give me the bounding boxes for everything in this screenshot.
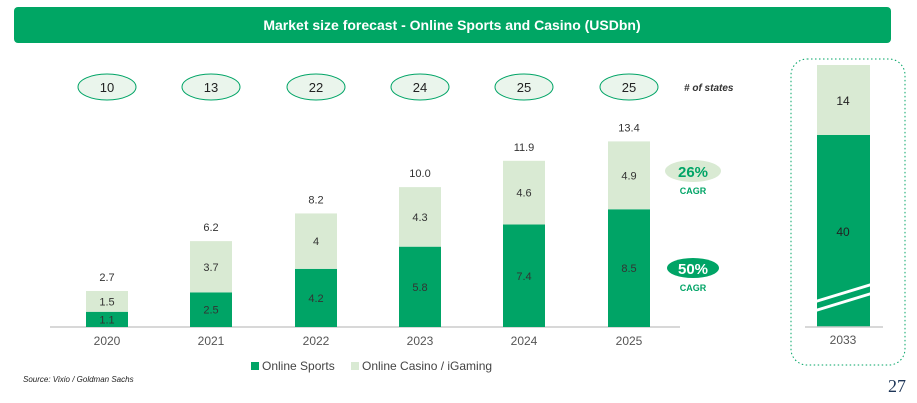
x-tick-label: 2021 — [198, 334, 225, 348]
cagr-casino-label: CAGR — [680, 186, 707, 196]
forecast-casino-label: 14 — [836, 94, 850, 108]
total-label: 13.4 — [618, 122, 639, 134]
data-label-sports: 8.5 — [621, 263, 636, 275]
cagr-sports-oval — [667, 258, 719, 278]
axis-break-icon — [813, 282, 874, 313]
data-label-sports: 7.4 — [516, 271, 531, 283]
legend: Online Sports Online Casino / iGaming — [251, 359, 492, 373]
bar-online-casino — [190, 241, 232, 293]
bar-online-sports — [295, 268, 337, 327]
title-bar: Market size forecast - Online Sports and… — [14, 7, 891, 43]
forecast-panel-border — [790, 58, 906, 366]
x-tick-label: 2025 — [616, 334, 643, 348]
cagr-sports-value: 50% — [678, 261, 708, 278]
cagr-sports: 50% CAGR — [667, 258, 719, 293]
data-label-casino: 1.5 — [99, 296, 114, 308]
data-label-casino: 4 — [313, 236, 319, 248]
bar-online-sports — [503, 224, 545, 327]
chart-title: Market size forecast - Online Sports and… — [263, 17, 640, 33]
bars: 1.1 1.5 2.7 2020 2.5 3.7 6.2 2021 4.2 4 8.2 2022 5.8… — [86, 122, 650, 348]
states-row: 10 13 22 24 25 25 — [77, 73, 659, 101]
forecast-sports-bar — [817, 135, 870, 327]
legend-swatch-sports — [251, 362, 259, 370]
bar-online-casino — [399, 187, 441, 247]
states-label: # of states — [684, 83, 734, 94]
states-oval — [494, 73, 554, 101]
x-tick-label: 2023 — [407, 334, 434, 348]
states-oval — [599, 73, 659, 101]
total-label: 10.0 — [409, 168, 430, 180]
data-label-sports: 1.1 — [99, 314, 114, 326]
cagr-casino-value: 26% — [678, 164, 708, 181]
bar-online-sports — [86, 311, 128, 327]
states-value: 25 — [517, 80, 531, 95]
total-label: 6.2 — [203, 222, 218, 234]
data-label-casino: 4.3 — [412, 212, 427, 224]
x-tick-label: 2022 — [303, 334, 330, 348]
data-label-sports: 5.8 — [412, 282, 427, 294]
bar-online-casino — [86, 290, 128, 312]
bar-online-sports — [399, 246, 441, 327]
cagr-casino-oval — [665, 160, 721, 182]
states-oval — [390, 73, 450, 101]
states-oval — [181, 73, 241, 101]
total-label: 11.9 — [514, 142, 535, 154]
cagr-casino: 26% CAGR — [665, 160, 721, 196]
bar-online-casino — [608, 141, 650, 210]
bar-online-casino — [295, 213, 337, 269]
legend-label-casino: Online Casino / iGaming — [362, 359, 492, 373]
total-label: 2.7 — [99, 272, 114, 284]
states-value: 22 — [309, 80, 323, 95]
data-label-sports: 2.5 — [203, 305, 218, 317]
states-value: 24 — [413, 80, 427, 95]
legend-swatch-casino — [351, 362, 359, 370]
data-label-casino: 3.7 — [203, 262, 218, 274]
forecast-casino-bar — [817, 65, 870, 135]
states-value: 10 — [100, 80, 114, 95]
states-value: 25 — [622, 80, 636, 95]
states-value: 13 — [204, 80, 218, 95]
x-tick-label: 2024 — [511, 334, 538, 348]
source-note: Source: Vixio / Goldman Sachs — [23, 375, 134, 384]
title-bar-background — [14, 7, 891, 43]
page-number: 27 — [888, 376, 906, 396]
data-label-sports: 4.2 — [308, 293, 323, 305]
states-oval — [286, 73, 346, 101]
states-oval — [77, 73, 137, 101]
forecast-sports-label: 40 — [836, 225, 850, 239]
data-label-casino: 4.9 — [621, 170, 636, 182]
x-tick-label: 2020 — [94, 334, 121, 348]
forecast-category-label: 2033 — [830, 333, 857, 347]
legend-label-sports: Online Sports — [262, 359, 335, 373]
bar-online-sports — [608, 209, 650, 327]
total-label: 8.2 — [308, 194, 323, 206]
bar-online-sports — [190, 292, 232, 327]
bar-online-casino — [503, 160, 545, 225]
data-label-casino: 4.6 — [516, 188, 531, 200]
forecast-panel: 14 40 2033 — [790, 58, 906, 366]
cagr-sports-label: CAGR — [680, 283, 707, 293]
